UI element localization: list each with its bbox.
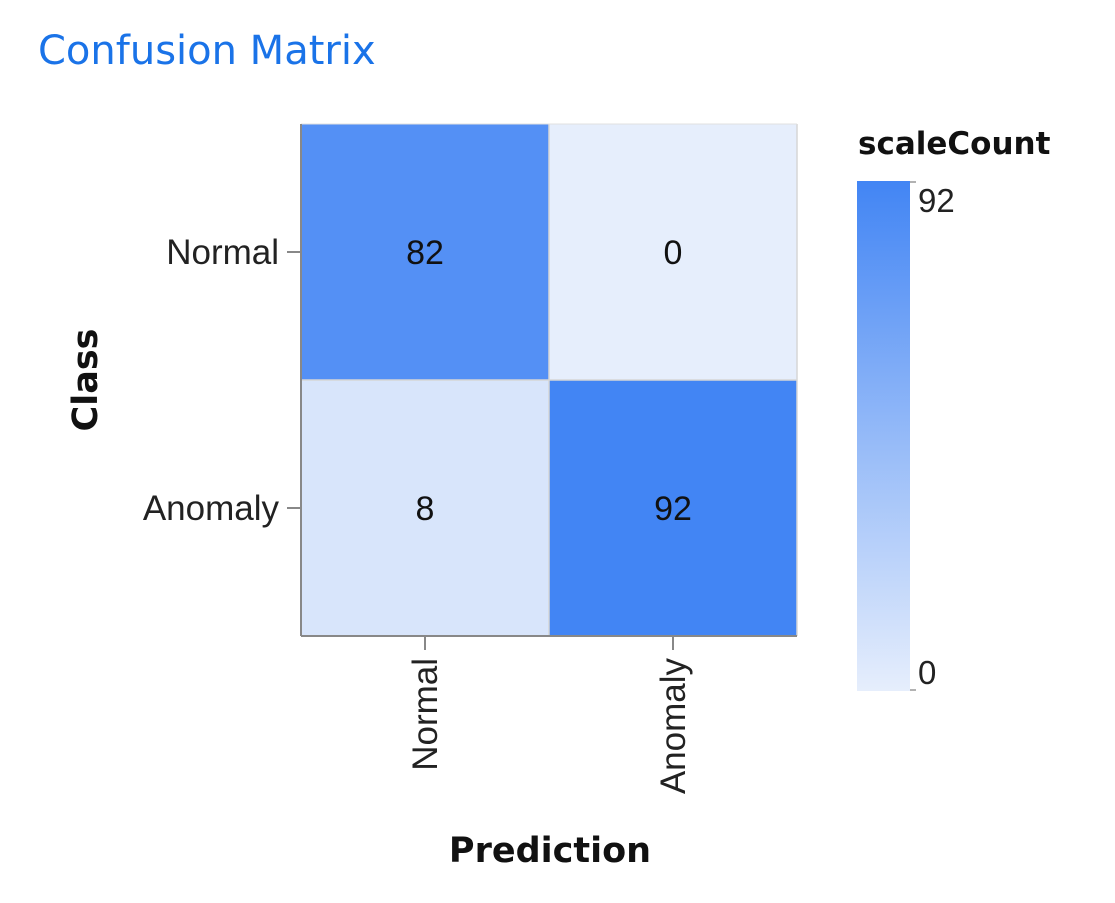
legend-max-label: 92 <box>918 182 955 219</box>
cell-normal-anomaly <box>549 124 797 380</box>
cell-normal-normal <box>301 124 549 380</box>
cell-value-normal-normal: 82 <box>406 234 444 272</box>
legend-title: scaleCount <box>858 126 1051 162</box>
cell-value-anomaly-anomaly: 92 <box>654 490 692 528</box>
heatmap-cells <box>301 124 797 636</box>
axes <box>287 124 797 650</box>
x-axis-title: Prediction <box>449 831 651 871</box>
color-legend: scaleCount 92 0 <box>857 126 1051 691</box>
cell-value-normal-anomaly: 0 <box>664 234 683 272</box>
chart-title: Confusion Matrix <box>38 28 376 74</box>
y-tick-label-anomaly: Anomaly <box>143 489 280 528</box>
legend-min-label: 0 <box>918 654 936 691</box>
cell-anomaly-normal <box>301 380 549 636</box>
cell-value-anomaly-normal: 8 <box>416 490 435 528</box>
legend-gradient-bar <box>857 181 910 691</box>
x-tick-label-normal: Normal <box>406 658 445 771</box>
cell-anomaly-anomaly <box>549 380 797 636</box>
x-tick-label-anomaly: Anomaly <box>654 658 693 795</box>
y-tick-label-normal: Normal <box>166 233 279 272</box>
y-axis-title: Class <box>66 329 106 432</box>
tick-labels: 82 0 8 92 Normal Anomaly Normal Anomaly <box>143 233 693 794</box>
grid-lines <box>301 123 798 636</box>
